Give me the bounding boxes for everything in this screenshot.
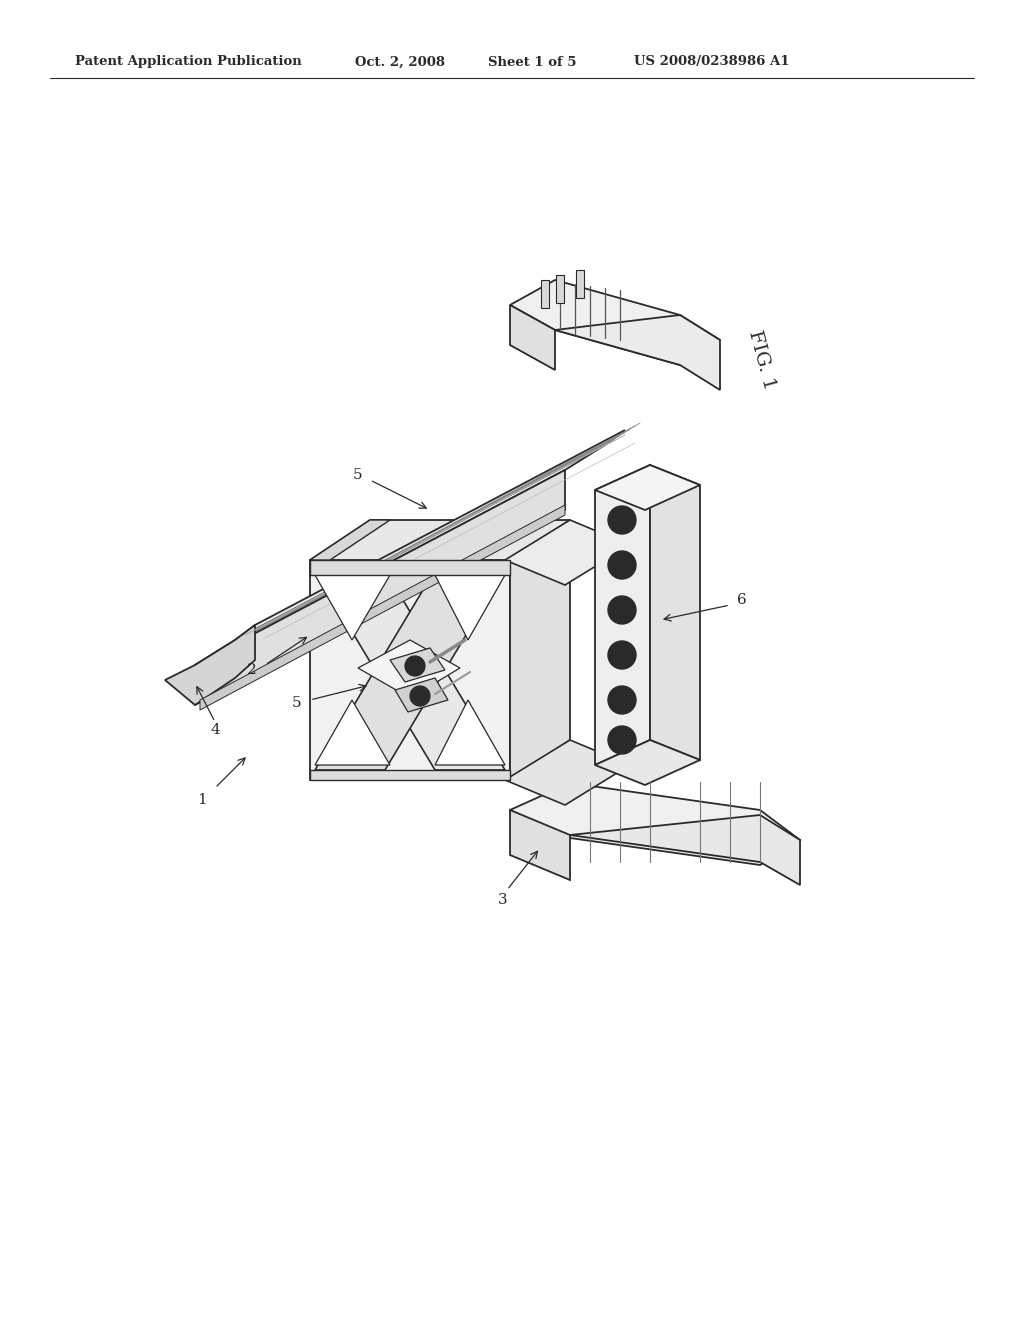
Polygon shape (650, 465, 700, 760)
Circle shape (406, 656, 425, 676)
Circle shape (615, 558, 629, 572)
Polygon shape (505, 520, 630, 585)
Text: Patent Application Publication: Patent Application Publication (75, 55, 302, 69)
Text: Sheet 1 of 5: Sheet 1 of 5 (488, 55, 577, 69)
Circle shape (615, 513, 629, 527)
Circle shape (415, 690, 425, 701)
Circle shape (608, 642, 636, 669)
Circle shape (608, 686, 636, 714)
Polygon shape (310, 770, 510, 780)
Polygon shape (575, 271, 584, 298)
Polygon shape (234, 430, 625, 640)
Polygon shape (570, 814, 800, 884)
Text: 5: 5 (292, 696, 302, 710)
Circle shape (615, 693, 629, 708)
Text: 2: 2 (247, 663, 257, 677)
Circle shape (608, 726, 636, 754)
Polygon shape (358, 640, 460, 698)
Polygon shape (505, 741, 630, 805)
Circle shape (410, 686, 430, 706)
Polygon shape (195, 445, 605, 665)
Polygon shape (510, 810, 570, 880)
Circle shape (608, 550, 636, 579)
Polygon shape (310, 560, 510, 780)
Text: Oct. 2, 2008: Oct. 2, 2008 (355, 55, 445, 69)
Polygon shape (390, 648, 445, 682)
Polygon shape (200, 506, 565, 710)
Polygon shape (435, 576, 505, 640)
Circle shape (608, 506, 636, 535)
Polygon shape (310, 520, 390, 560)
Polygon shape (510, 305, 555, 370)
Polygon shape (195, 470, 565, 705)
Polygon shape (315, 570, 505, 770)
Circle shape (615, 733, 629, 747)
Polygon shape (310, 560, 510, 576)
Polygon shape (595, 741, 700, 785)
Polygon shape (310, 520, 570, 560)
Polygon shape (510, 783, 800, 865)
Circle shape (615, 648, 629, 663)
Text: 3: 3 (499, 894, 508, 907)
Polygon shape (556, 275, 564, 304)
Polygon shape (510, 520, 570, 780)
Text: FIG. 1: FIG. 1 (745, 329, 778, 392)
Polygon shape (165, 624, 255, 705)
Polygon shape (395, 678, 449, 711)
Text: 4: 4 (210, 723, 220, 737)
Circle shape (608, 597, 636, 624)
Polygon shape (315, 570, 505, 770)
Text: 5: 5 (353, 469, 362, 482)
Polygon shape (315, 700, 390, 766)
Polygon shape (315, 576, 390, 640)
Text: 6: 6 (737, 593, 746, 607)
Polygon shape (510, 280, 720, 366)
Polygon shape (595, 465, 700, 510)
Text: US 2008/0238986 A1: US 2008/0238986 A1 (634, 55, 790, 69)
Text: 1: 1 (198, 793, 207, 807)
Polygon shape (541, 280, 549, 308)
Circle shape (410, 661, 420, 671)
Circle shape (615, 603, 629, 616)
Polygon shape (555, 315, 720, 389)
Polygon shape (435, 700, 505, 766)
Polygon shape (595, 465, 650, 766)
